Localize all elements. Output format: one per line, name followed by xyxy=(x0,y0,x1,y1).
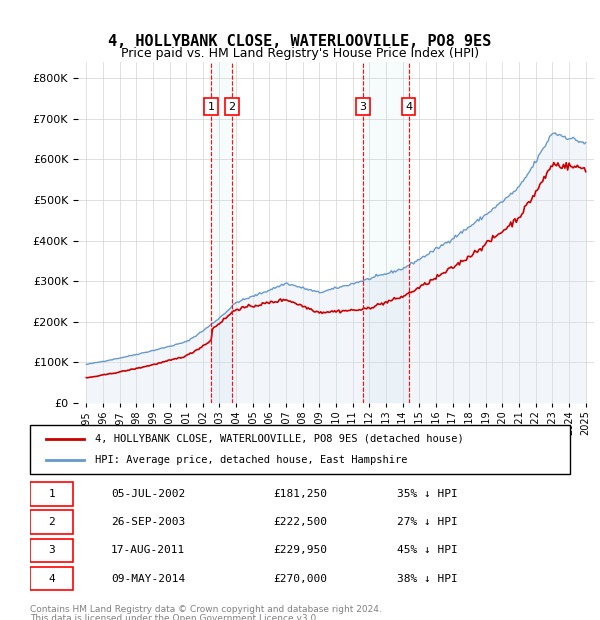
FancyBboxPatch shape xyxy=(30,425,570,474)
Text: 27% ↓ HPI: 27% ↓ HPI xyxy=(397,517,458,527)
Text: 05-JUL-2002: 05-JUL-2002 xyxy=(111,489,185,499)
Text: 4: 4 xyxy=(48,574,55,583)
Text: 09-MAY-2014: 09-MAY-2014 xyxy=(111,574,185,583)
Text: £181,250: £181,250 xyxy=(273,489,327,499)
Text: 2: 2 xyxy=(228,102,235,112)
Text: 35% ↓ HPI: 35% ↓ HPI xyxy=(397,489,458,499)
Bar xyxy=(211,62,232,403)
Text: 4, HOLLYBANK CLOSE, WATERLOOVILLE, PO8 9ES (detached house): 4, HOLLYBANK CLOSE, WATERLOOVILLE, PO8 9… xyxy=(95,433,464,443)
Text: Price paid vs. HM Land Registry's House Price Index (HPI): Price paid vs. HM Land Registry's House … xyxy=(121,46,479,60)
Text: 1: 1 xyxy=(48,489,55,499)
Bar xyxy=(363,62,409,403)
Text: 45% ↓ HPI: 45% ↓ HPI xyxy=(397,546,458,556)
Text: HPI: Average price, detached house, East Hampshire: HPI: Average price, detached house, East… xyxy=(95,456,407,466)
Text: 2: 2 xyxy=(48,517,55,527)
Text: £270,000: £270,000 xyxy=(273,574,327,583)
Text: 3: 3 xyxy=(359,102,367,112)
Text: £229,950: £229,950 xyxy=(273,546,327,556)
FancyBboxPatch shape xyxy=(30,539,73,562)
Text: 1: 1 xyxy=(208,102,215,112)
Text: This data is licensed under the Open Government Licence v3.0.: This data is licensed under the Open Gov… xyxy=(30,614,319,620)
Text: 26-SEP-2003: 26-SEP-2003 xyxy=(111,517,185,527)
Text: Contains HM Land Registry data © Crown copyright and database right 2024.: Contains HM Land Registry data © Crown c… xyxy=(30,604,382,614)
FancyBboxPatch shape xyxy=(30,510,73,534)
FancyBboxPatch shape xyxy=(30,567,73,590)
FancyBboxPatch shape xyxy=(30,482,73,506)
Text: 38% ↓ HPI: 38% ↓ HPI xyxy=(397,574,458,583)
Text: 4: 4 xyxy=(405,102,412,112)
Text: 3: 3 xyxy=(48,546,55,556)
Text: 17-AUG-2011: 17-AUG-2011 xyxy=(111,546,185,556)
Text: 4, HOLLYBANK CLOSE, WATERLOOVILLE, PO8 9ES: 4, HOLLYBANK CLOSE, WATERLOOVILLE, PO8 9… xyxy=(109,34,491,49)
Text: £222,500: £222,500 xyxy=(273,517,327,527)
